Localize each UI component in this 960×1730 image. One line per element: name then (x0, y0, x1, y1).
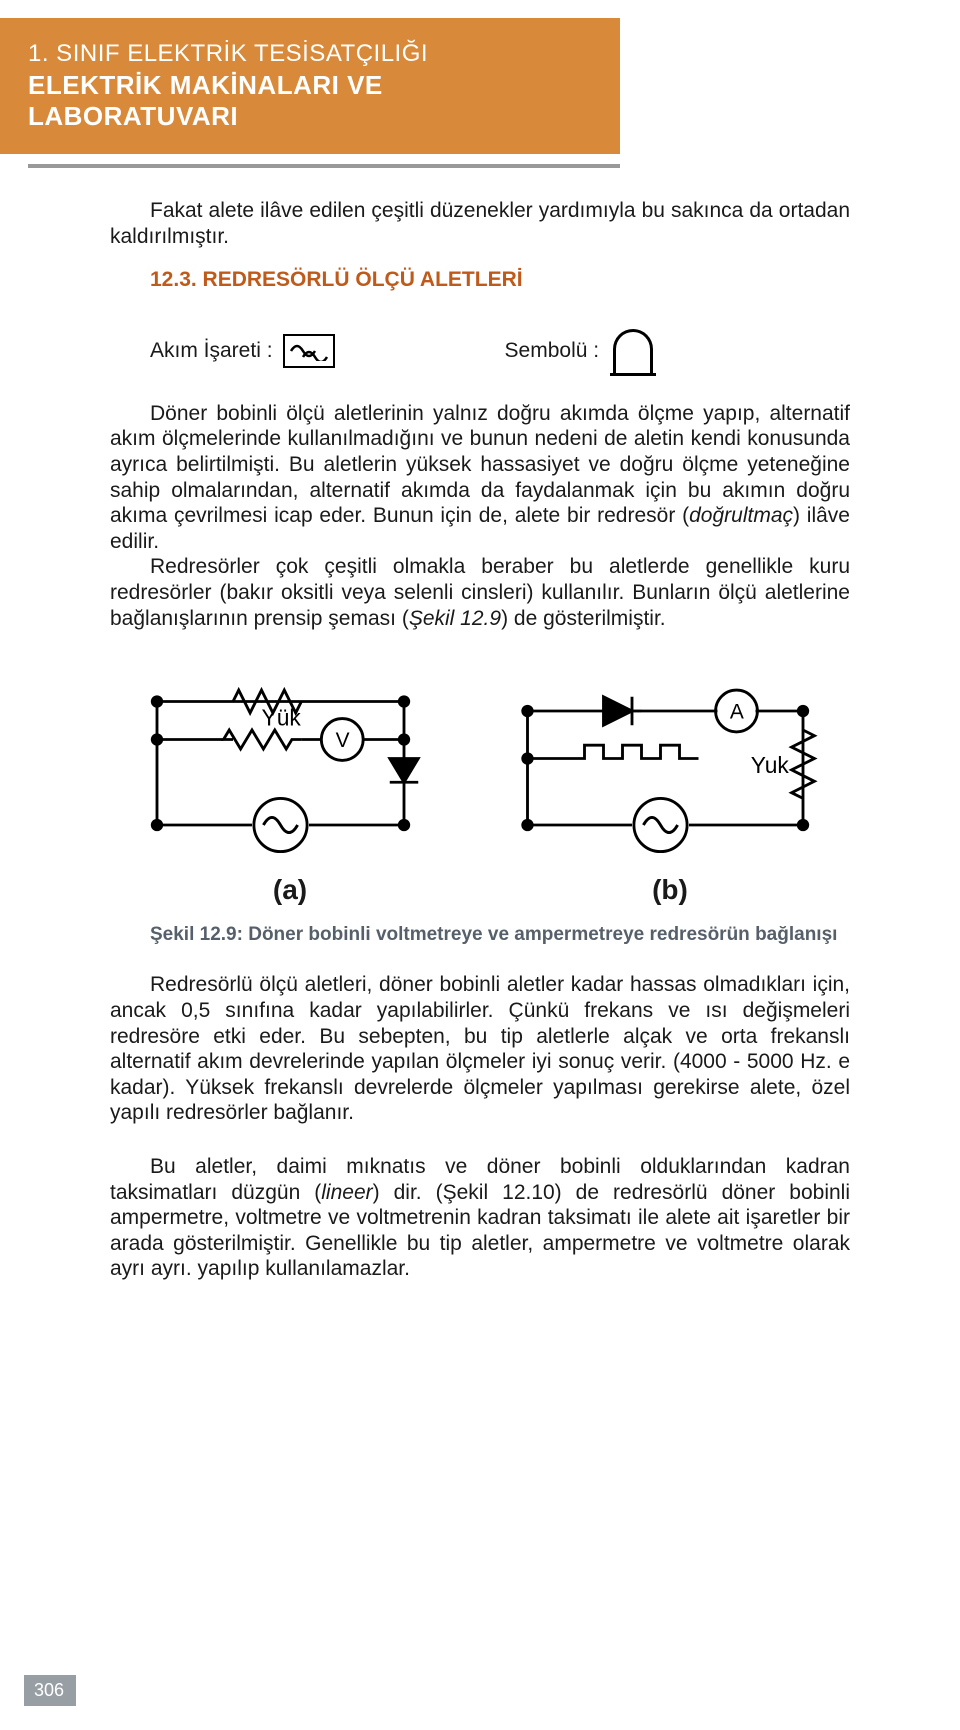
figure-12-9: Yük V (a) (110, 673, 850, 906)
paragraph-2: Redresörler çok çeşitli olmakla beraber … (110, 554, 850, 631)
figure-a: Yük V (a) (110, 673, 470, 906)
paragraph-4: Bu aletler, daimi mıknatıs ve döner bobi… (110, 1154, 850, 1282)
figure-b: A Yuk (b) (490, 673, 850, 906)
page-content: Fakat alete ilâve edilen çeşitli düzenek… (0, 168, 960, 1282)
section-heading: 12.3. REDRESÖRLÜ ÖLÇÜ ALETLERİ (110, 267, 850, 293)
akim-isareti-icon (283, 334, 335, 368)
fig-a-yuk-text: Yük (262, 705, 302, 731)
sembol-label: Sembolü : (505, 339, 600, 363)
figure-a-label: (a) (110, 874, 470, 906)
intro-paragraph: Fakat alete ilâve edilen çeşitli düzenek… (110, 198, 850, 249)
page-header: 1. SINIF ELEKTRİK TESİSATÇILIĞI ELEKTRİK… (0, 18, 620, 154)
fig-b-a-text: A (730, 701, 744, 724)
page-number: 306 (24, 1675, 76, 1706)
akim-label: Akım İşareti : (150, 339, 273, 363)
sembol-icon (613, 329, 653, 373)
circuit-a-svg: Yük V (110, 673, 470, 863)
header-line-2: ELEKTRİK MAKİNALARI VE LABORATUVARI (28, 70, 510, 132)
figure-b-label: (b) (490, 874, 850, 906)
paragraph-1: Döner bobinli ölçü aletlerinin yalnız do… (110, 401, 850, 555)
fig-a-v-text: V (336, 729, 350, 752)
symbol-row: Akım İşareti : Sembolü : (150, 329, 850, 373)
circuit-b-svg: A Yuk (490, 673, 850, 863)
paragraph-3: Redresörlü ölçü aletleri, döner bobinli … (110, 972, 850, 1126)
figure-caption: Şekil 12.9: Döner bobinli voltmetreye ve… (110, 924, 850, 946)
fig-b-yuk-text: Yuk (751, 752, 790, 778)
header-line-1: 1. SINIF ELEKTRİK TESİSATÇILIĞI (28, 40, 510, 68)
